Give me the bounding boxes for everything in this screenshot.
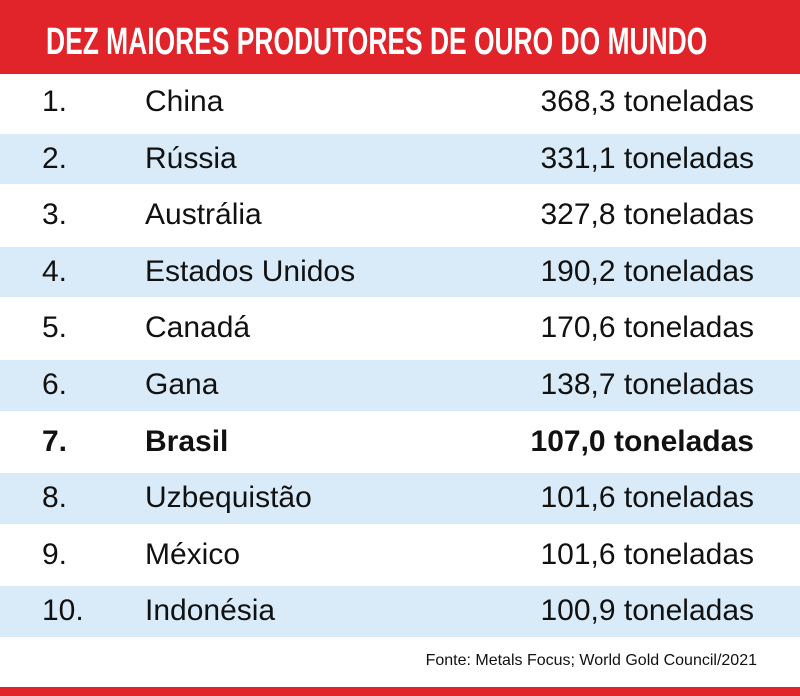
table-row: 6. Gana 138,7 toneladas bbox=[0, 357, 800, 414]
value-cell: 331,1 toneladas bbox=[540, 141, 754, 175]
country-cell: China bbox=[145, 85, 224, 118]
value-cell: 101,6 toneladas bbox=[540, 481, 754, 515]
value-cell: 327,8 toneladas bbox=[540, 198, 754, 232]
country-cell: Brasil bbox=[145, 424, 229, 458]
country-cell: Canadá bbox=[145, 311, 251, 345]
title-banner: DEZ MAIORES PRODUTORES DE OURO DO MUNDO bbox=[0, 0, 800, 74]
chart-title: DEZ MAIORES PRODUTORES DE OURO DO MUNDO bbox=[46, 21, 708, 63]
country-cell: México bbox=[145, 537, 241, 571]
value-cell: 170,6 toneladas bbox=[540, 311, 754, 345]
rank-cell: 1. bbox=[42, 85, 68, 118]
country-cell: Estados Unidos bbox=[145, 254, 356, 288]
table-row: 7. Brasil 107,0 toneladas bbox=[0, 414, 800, 471]
country-cell: Gana bbox=[145, 367, 219, 401]
rank-cell: 6. bbox=[42, 367, 68, 401]
country-cell: Austrália bbox=[145, 198, 262, 232]
country-cell: Uzbequistão bbox=[145, 481, 312, 515]
row-background bbox=[0, 586, 800, 637]
bottom-bar bbox=[0, 687, 800, 696]
rank-cell: 5. bbox=[42, 311, 68, 345]
value-cell: 101,6 toneladas bbox=[540, 537, 754, 571]
value-cell: 190,2 toneladas bbox=[540, 254, 754, 288]
rank-cell: 8. bbox=[42, 481, 68, 515]
table-row: 9. México 101,6 toneladas bbox=[0, 527, 800, 584]
table-row: 10. Indonésia 100,9 toneladas bbox=[0, 583, 800, 640]
rank-cell: 2. bbox=[42, 141, 68, 175]
row-background bbox=[0, 246, 800, 298]
rank-cell: 3. bbox=[42, 198, 68, 232]
table-row: 2. Rússia 331,1 toneladas bbox=[0, 131, 800, 188]
rank-cell: 9. bbox=[42, 537, 68, 571]
source-note: Fonte: Metals Focus; World Gold Council/… bbox=[425, 652, 757, 669]
country-cell: Indonésia bbox=[145, 594, 276, 628]
row-background bbox=[0, 133, 800, 185]
value-cell: 100,9 toneladas bbox=[540, 594, 754, 628]
value-cell: 138,7 toneladas bbox=[540, 367, 754, 401]
table-row: 3. Austrália 327,8 toneladas bbox=[0, 187, 800, 244]
table-row: 8. Uzbequistão 101,6 toneladas bbox=[0, 470, 800, 527]
rank-cell: 7. bbox=[42, 424, 68, 458]
row-background bbox=[0, 359, 800, 411]
country-cell: Rússia bbox=[145, 141, 237, 175]
value-cell: 368,3 toneladas bbox=[540, 85, 754, 118]
rank-cell: 10. bbox=[42, 594, 84, 628]
rank-cell: 4. bbox=[42, 254, 68, 288]
table-row: 1. China 368,3 toneladas bbox=[0, 74, 800, 131]
ranking-table: 1. China 368,3 toneladas 2. Rússia 331,1 tone… bbox=[0, 74, 800, 640]
table-row: 5. Canadá 170,6 toneladas bbox=[0, 300, 800, 357]
table-row: 4. Estados Unidos 190,2 toneladas bbox=[0, 244, 800, 301]
row-background bbox=[0, 473, 800, 524]
value-cell: 107,0 toneladas bbox=[530, 424, 754, 458]
